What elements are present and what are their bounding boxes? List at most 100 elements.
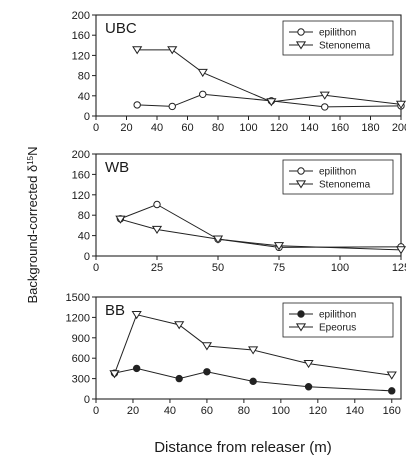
data-point [304, 383, 313, 391]
legend-marker [295, 41, 307, 50]
data-point [153, 200, 161, 209]
x-tick-label: 180 [361, 122, 379, 134]
y-tick-label: 120 [72, 190, 90, 202]
data-point [175, 374, 183, 383]
data-point [131, 311, 142, 320]
y-tick-label: 900 [72, 333, 90, 345]
data-point [395, 246, 406, 255]
panel-label: WB [105, 159, 129, 176]
data-point [319, 91, 330, 100]
legend-label: epilithon [319, 310, 356, 321]
x-tick-label: 125 [392, 262, 406, 274]
data-point [109, 370, 120, 379]
data-point [203, 368, 211, 376]
x-tick-label: 25 [151, 262, 163, 274]
legend-box [282, 159, 394, 195]
legend: epilithon Stenonema [282, 20, 394, 56]
x-tick-label: 100 [272, 405, 290, 417]
data-point [273, 242, 285, 251]
legend-label: Stenonema [319, 180, 371, 191]
x-axis-title: Distance from releaser (m) [154, 439, 332, 456]
data-point [395, 100, 406, 109]
x-tick-label: 20 [127, 405, 139, 417]
legend: epilithon Epeorus [282, 302, 394, 338]
legend-marker [297, 167, 305, 175]
panel-ubc: 0 20 40 60 80 100 120 140 160 180 200 0 40 80 120 160 20… [72, 10, 406, 134]
y-axis-title: Background-corrected δ15N [25, 146, 40, 303]
legend-box [282, 20, 394, 56]
data-point [132, 46, 143, 55]
y-tick-label: 40 [78, 91, 90, 103]
x-tick-label: 0 [93, 405, 99, 417]
y-tick-label: 0 [84, 251, 90, 263]
panel-wb: 0 25 50 75 100 125 0 40 80 120 160 200 WB epilithon St… [72, 149, 406, 274]
panel-label: UBC [105, 20, 137, 37]
y-tick-label: 200 [72, 10, 90, 22]
x-tick-label: 60 [201, 405, 213, 417]
x-tick-label: 80 [238, 405, 250, 417]
data-point [303, 359, 314, 369]
y-tick-label: 120 [72, 50, 90, 62]
data-point [386, 371, 397, 380]
y-tick-label: 300 [72, 374, 90, 386]
x-tick-label: 50 [212, 262, 224, 274]
data-point [151, 225, 163, 234]
data-point [115, 215, 126, 224]
legend-marker [295, 323, 307, 332]
panels: 0204060801001201401601802000408012016020… [66, 10, 406, 417]
legend-label: epilithon [319, 167, 356, 178]
legend-label: Stenonema [319, 41, 371, 52]
y-tick-label: 0 [84, 111, 90, 123]
y-tick-label: 1200 [66, 312, 90, 324]
x-tick-label: 40 [151, 122, 163, 134]
x-tick-label: 0 [93, 122, 99, 134]
data-point [133, 101, 141, 109]
y-tick-label: 160 [72, 169, 90, 181]
x-tick-label: 140 [346, 405, 364, 417]
panel-bb: 0 20 40 60 80 100 120 140 160 0 300 600 900 1200 1500 B… [66, 292, 402, 417]
x-tick-label: 160 [383, 405, 401, 417]
x-tick-label: 80 [212, 122, 224, 134]
series-stenonema [132, 46, 406, 109]
data-point [168, 102, 176, 111]
legend-marker [295, 180, 307, 189]
legend-label: Epeorus [319, 323, 356, 334]
data-point [174, 321, 185, 330]
y-tick-label: 80 [78, 71, 90, 83]
series-line [137, 49, 402, 105]
x-tick-label: 100 [331, 262, 349, 274]
legend-label: epilithon [319, 28, 356, 39]
y-tick-label: 160 [72, 30, 90, 42]
legend-box [282, 302, 394, 338]
x-tick-label: 75 [273, 262, 285, 274]
y-tick-label: 600 [72, 353, 90, 365]
legend-marker [297, 28, 305, 36]
y-tick-label: 0 [84, 394, 90, 406]
data-point [201, 342, 213, 351]
x-tick-label: 120 [270, 122, 288, 134]
y-tick-label: 40 [78, 231, 90, 243]
data-point [167, 46, 178, 55]
series-epeorus [109, 311, 397, 380]
y-tick-label: 80 [78, 210, 90, 222]
x-tick-label: 140 [300, 122, 318, 134]
x-tick-label: 60 [181, 122, 193, 134]
data-point [388, 387, 396, 395]
x-tick-label: 0 [93, 262, 99, 274]
data-point [199, 90, 207, 98]
x-tick-label: 200 [392, 122, 406, 134]
x-tick-label: 20 [120, 122, 132, 134]
data-point [248, 346, 259, 355]
data-point [132, 364, 141, 373]
y-tick-label: 200 [72, 149, 90, 161]
data-point [197, 68, 208, 78]
x-tick-label: 100 [239, 122, 257, 134]
x-tick-label: 40 [164, 405, 176, 417]
plot-frame [95, 153, 402, 257]
plot-frame [95, 296, 402, 400]
data-point [249, 377, 257, 386]
data-point [266, 98, 277, 107]
x-tick-label: 160 [331, 122, 349, 134]
x-tick-label: 120 [309, 405, 327, 417]
